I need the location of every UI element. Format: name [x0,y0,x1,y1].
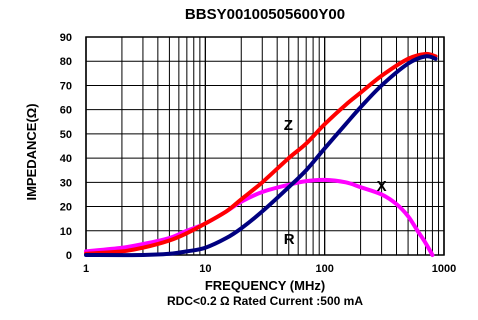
plot-frame [85,36,445,256]
series-line-z [84,51,438,256]
y-tick-label: 0 [66,250,72,262]
series-line-x [84,177,435,257]
x-tick-label: 10 [199,263,211,275]
y-tick-label: 50 [60,129,72,141]
chart-title: BBSY00100505600Y00 [185,6,345,23]
rated-current-note: RDC<0.2 Ω Rated Current :500 mA [167,294,363,308]
y-tick-label: 30 [60,177,72,189]
series-lines [84,51,438,258]
curve-label-z: Z [284,117,293,134]
curve-labels: Z R X [284,117,387,248]
series-line-r [84,54,438,258]
y-tick-label: 80 [60,56,72,68]
y-axis-label: IMPEDANCE(Ω) [24,103,39,200]
y-tick-label: 10 [60,226,72,238]
x-axis-label: FREQUENCY (MHz) [205,278,325,293]
y-tick-label: 70 [60,80,72,92]
x-tick-label: 1000 [432,263,456,275]
x-tick-label: 1 [83,263,89,275]
y-tick-label: 20 [60,202,72,214]
y-tick-label: 60 [60,105,72,117]
y-tick-label: 40 [60,153,72,165]
y-tick-label: 90 [60,32,72,44]
curve-label-x: X [377,178,387,195]
curve-label-r: R [284,231,295,248]
plot-grid [85,36,445,256]
axis-ticks: 1 10 100 1000 0 10 20 30 40 50 60 70 80 90 [60,32,456,275]
x-tick-label: 100 [315,263,333,275]
